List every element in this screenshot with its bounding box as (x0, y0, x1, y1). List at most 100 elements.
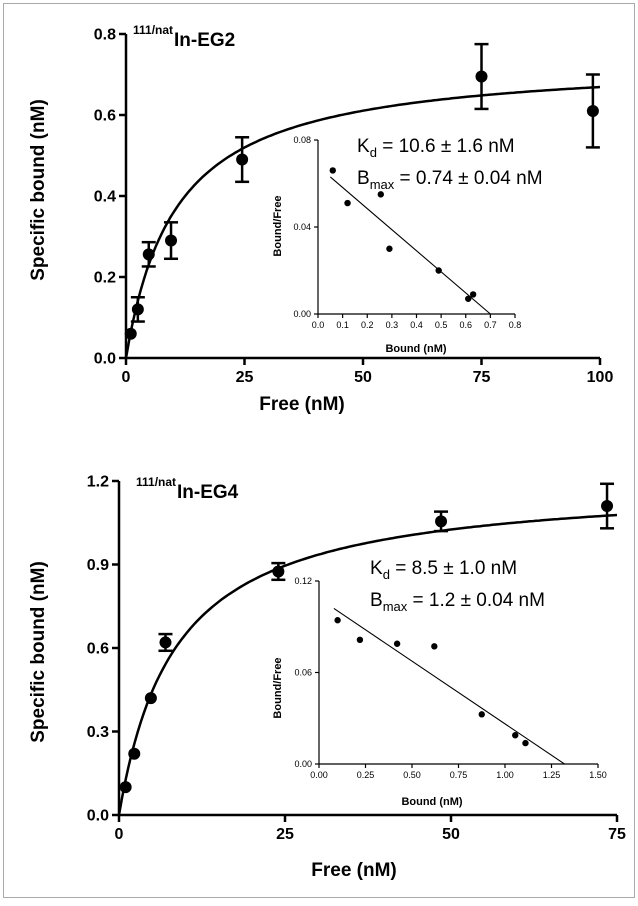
inset-x-tick-label-eg2: 0.2 (361, 320, 374, 330)
data-point-eg4 (601, 500, 614, 513)
inset-x-tick-label-eg4: 1.00 (496, 770, 514, 780)
inset-fit-line-path-eg4 (333, 607, 565, 765)
inset-x-tick-label-eg4: 0.25 (357, 770, 375, 780)
data-point-eg2 (124, 327, 137, 340)
data-point-eg4 (435, 515, 448, 528)
panel-eg4: 111/nat In-EG4 0.0 0.3 0.6 0.9 1.2 0 25 50 75 F… (28, 474, 626, 881)
inset-axes-eg4 (315, 580, 599, 768)
inset-x-tick-label-eg2: 0.6 (459, 320, 472, 330)
inset-x-tick-label-eg4: 0.00 (310, 770, 328, 780)
kd-subscript-eg2: d (370, 145, 377, 160)
y-ticklabels-eg2: 0.0 0.2 0.4 0.6 0.8 (94, 27, 116, 368)
x-ticklabels-eg4: 0 25 50 75 (115, 826, 626, 843)
title-superscript-eg2: 111/nat (133, 23, 173, 37)
y-tick-label-eg4: 1.2 (87, 474, 109, 491)
axes-eg4 (112, 479, 619, 822)
y-tick-label-eg2: 0.4 (94, 189, 116, 206)
data-point-eg2 (131, 303, 144, 316)
inset-point-eg4 (512, 732, 519, 739)
inset-scatchard-eg2: 0.00 0.04 0.08 0.0 0.1 0.2 0.3 0.4 0.5 0.6 0.7 0.8… (272, 135, 521, 355)
axes-eg2 (119, 32, 602, 365)
y-tick-label-eg2: 0.6 (94, 108, 116, 125)
data-point-eg4 (159, 636, 172, 649)
x-tick-label-eg4: 50 (442, 826, 460, 843)
x-axis-label-eg2: Free (nM) (259, 394, 345, 415)
inset-point-eg2 (435, 267, 442, 274)
x-axis-label-eg4: Free (nM) (311, 860, 397, 881)
inset-fit-line-path-eg2 (329, 176, 491, 315)
x-tick-label-eg4: 75 (608, 826, 626, 843)
y-axis-label-eg4: Specific bound (nM) (28, 561, 49, 743)
inset-y-tick-label-eg2: 0.04 (293, 222, 311, 232)
x-tick-label-eg4: 25 (276, 826, 294, 843)
inset-point-eg4 (393, 640, 401, 647)
inset-y-tick-label-eg2: 0.00 (293, 309, 311, 319)
inset-x-ticklabels-eg4: 0.00 0.25 0.50 0.75 1.00 1.25 1.50 (310, 770, 607, 780)
inset-y-tick-label-eg2: 0.08 (293, 135, 311, 145)
inset-points-eg2 (329, 167, 477, 302)
data-point-eg2 (142, 248, 155, 261)
inset-x-tick-label-eg2: 0.8 (509, 320, 522, 330)
inset-x-tick-label-eg2: 0.7 (484, 320, 497, 330)
data-points-eg2 (124, 70, 599, 340)
inset-axes-eg2 (314, 139, 516, 318)
y-ticklabels-eg4: 0.0 0.3 0.6 0.9 1.2 (87, 474, 109, 825)
bmax-symbol-eg2: B (357, 168, 370, 189)
inset-y-tick-label-eg4: 0.00 (294, 759, 312, 769)
bmax-value-eg2: = 0.74 ± 0.04 nM (394, 168, 542, 189)
x-tick-label-eg2: 75 (473, 369, 491, 386)
kd-value-eg4: = 8.5 ± 1.0 nM (390, 558, 517, 579)
inset-point-eg4 (478, 711, 485, 718)
inset-point-eg2 (386, 245, 393, 252)
y-tick-label-eg2: 0.8 (94, 27, 116, 44)
figure-border (3, 3, 635, 898)
inset-y-tick-label-eg4: 0.06 (294, 668, 312, 678)
x-tick-label-eg2: 50 (354, 369, 372, 386)
title-superscript-eg4: 111/nat (136, 475, 176, 489)
kd-value-eg2: = 10.6 ± 1.6 nM (377, 136, 515, 157)
inset-x-tick-label-eg2: 0.4 (410, 320, 423, 330)
data-point-eg4 (128, 747, 141, 760)
inset-x-tick-label-eg2: 0.3 (386, 320, 399, 330)
data-point-eg2 (475, 70, 488, 83)
inset-x-label-eg2: Bound (nM) (385, 343, 446, 355)
inset-x-label-eg4: Bound (nM) (401, 796, 462, 808)
inset-x-tick-label-eg2: 0.0 (312, 320, 325, 330)
fit-curve-path-eg2 (124, 85, 601, 359)
inset-point-eg4 (334, 617, 341, 624)
fit-curve-eg4 (117, 513, 618, 816)
bmax-subscript-eg2: max (370, 177, 395, 192)
inset-x-tick-label-eg4: 0.75 (450, 770, 468, 780)
y-tick-label-eg4: 0.6 (87, 641, 109, 658)
inset-y-tick-label-eg4: 0.12 (294, 576, 312, 586)
fit-curve-eg2 (124, 85, 601, 359)
bmax-annotation-eg4: Bmax = 1.2 ± 0.04 nM (370, 590, 545, 614)
inset-point-eg2 (469, 291, 477, 298)
chart-title-eg4: In-EG4 (177, 482, 239, 503)
y-tick-label-eg4: 0.3 (87, 724, 109, 741)
data-point-eg2 (165, 234, 178, 247)
bmax-annotation-eg2: Bmax = 0.74 ± 0.04 nM (357, 168, 543, 192)
inset-point-eg2 (377, 191, 384, 198)
bmax-value-eg4: = 1.2 ± 0.04 nM (407, 590, 545, 611)
inset-points-eg4 (334, 617, 529, 747)
y-tick-label-eg4: 0.9 (87, 557, 109, 574)
kd-symbol-eg2: K (357, 136, 370, 157)
inset-x-tick-label-eg2: 0.1 (336, 320, 349, 330)
data-point-eg2 (236, 153, 249, 166)
y-tick-label-eg2: 0.0 (94, 351, 116, 368)
inset-x-tick-label-eg4: 0.50 (403, 770, 421, 780)
inset-y-label-eg2: Bound/Free (272, 195, 284, 256)
inset-y-ticklabels-eg2: 0.00 0.04 0.08 (293, 135, 311, 319)
data-point-eg4 (144, 692, 157, 705)
y-tick-label-eg4: 0.0 (87, 808, 109, 825)
inset-y-ticklabels-eg4: 0.00 0.06 0.12 (294, 576, 312, 769)
panel-eg2: 111/nat In-EG2 0.0 0.2 0.4 0.6 0.8 0 25 50 75 10… (28, 23, 613, 415)
x-tick-label-eg2: 25 (236, 369, 254, 386)
inset-point-eg4 (431, 643, 438, 650)
x-ticklabels-eg2: 0 25 50 75 100 (122, 369, 614, 386)
inset-point-eg4 (522, 739, 529, 747)
data-point-eg4 (119, 781, 132, 794)
